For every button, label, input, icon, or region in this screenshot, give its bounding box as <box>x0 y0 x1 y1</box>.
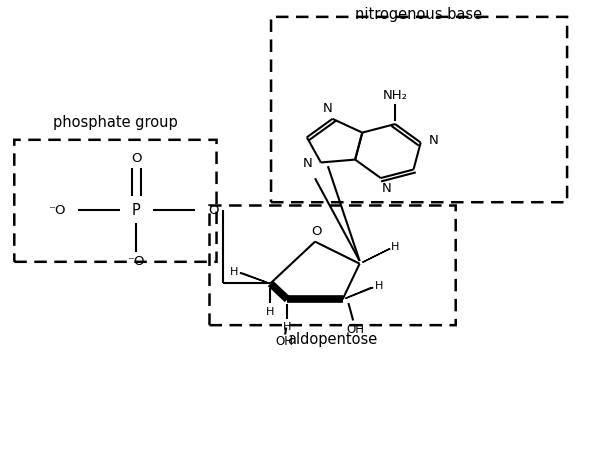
Text: N: N <box>382 182 392 195</box>
Text: H: H <box>230 267 239 277</box>
Text: N: N <box>429 134 438 147</box>
Text: OH: OH <box>276 335 293 348</box>
Text: H: H <box>391 242 399 252</box>
Polygon shape <box>363 249 390 262</box>
Text: ⁻O: ⁻O <box>48 204 66 217</box>
Text: N: N <box>303 157 313 170</box>
Text: O: O <box>209 204 219 217</box>
Text: OH: OH <box>346 323 365 337</box>
Text: phosphate group: phosphate group <box>54 116 178 130</box>
Text: aldopentose: aldopentose <box>287 332 378 347</box>
Text: O: O <box>311 225 322 238</box>
Text: H: H <box>375 281 383 291</box>
Text: O: O <box>131 152 141 165</box>
Text: H: H <box>283 321 292 331</box>
Text: N: N <box>323 102 333 115</box>
Text: ⁻O: ⁻O <box>127 255 145 268</box>
Text: NH₂: NH₂ <box>383 89 408 102</box>
Text: P: P <box>132 202 141 218</box>
Text: nitrogenous base: nitrogenous base <box>355 7 482 22</box>
Polygon shape <box>346 287 373 298</box>
Polygon shape <box>240 273 267 282</box>
Text: H: H <box>266 306 274 317</box>
